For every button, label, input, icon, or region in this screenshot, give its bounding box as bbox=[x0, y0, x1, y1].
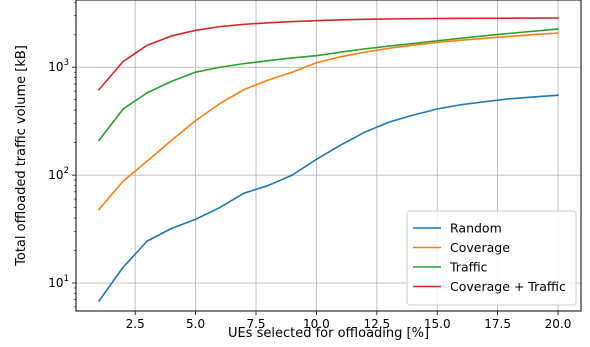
legend-box bbox=[406, 210, 577, 306]
y-tick-label: 102 bbox=[48, 166, 69, 182]
x-tick-label: 10.0 bbox=[303, 317, 330, 331]
y-axis-ticks: 101 102 103 bbox=[48, 1, 76, 308]
y-tick-label: 103 bbox=[48, 58, 69, 74]
x-tick-label: 17.5 bbox=[484, 317, 511, 331]
series-line-coverage bbox=[97, 32, 559, 211]
series-line-random bbox=[97, 94, 559, 303]
y-tick-label: 101 bbox=[48, 274, 69, 290]
legend-label: Traffic bbox=[449, 260, 488, 275]
x-tick-label: 2.5 bbox=[126, 317, 145, 331]
x-tick-label: 5.0 bbox=[186, 317, 205, 331]
x-tick-label: 20.0 bbox=[545, 317, 572, 331]
x-tick-label: 15.0 bbox=[424, 317, 451, 331]
x-tick-label: 7.5 bbox=[246, 317, 265, 331]
y-axis-label: Total offloaded traffic volume [kB] bbox=[14, 45, 29, 267]
legend-label: Random bbox=[450, 221, 502, 236]
series-line-coverage-traffic bbox=[97, 17, 559, 91]
legend-label: Coverage bbox=[450, 240, 510, 255]
plot-frame bbox=[75, 0, 582, 312]
series-line-traffic bbox=[97, 28, 559, 142]
x-axis-ticks: 2.5 5.0 7.5 10.0 12.5 15.0 17.5 20.0 bbox=[126, 311, 572, 331]
series-lines bbox=[97, 17, 559, 303]
legend-label: Coverage + Traffic bbox=[450, 279, 566, 294]
x-tick-label: 12.5 bbox=[363, 317, 390, 331]
legend: Random Coverage Traffic Coverage + Traffic bbox=[406, 210, 577, 306]
x-axis-label: UEs selected for offloading [%] bbox=[228, 326, 429, 341]
